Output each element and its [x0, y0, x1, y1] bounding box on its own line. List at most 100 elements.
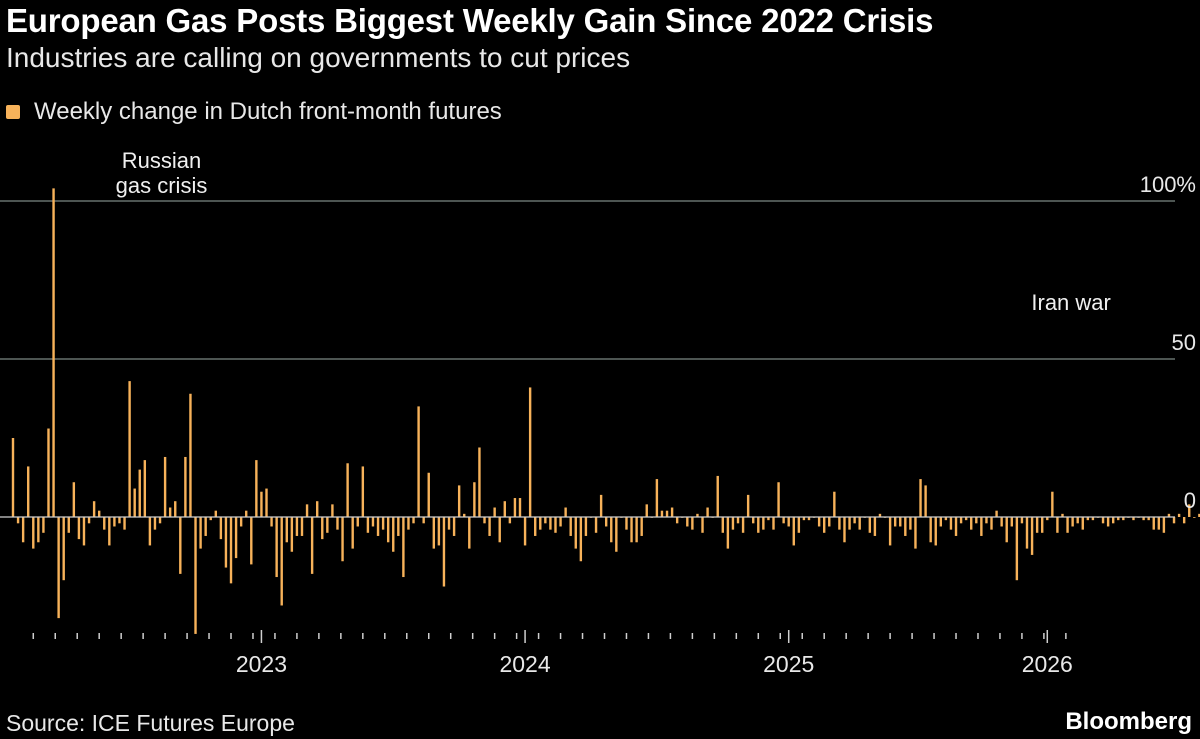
bar [295, 517, 299, 536]
bar [1020, 517, 1024, 524]
bar [376, 517, 380, 536]
bar [97, 510, 101, 517]
bar [11, 438, 15, 517]
legend-swatch [6, 105, 20, 119]
bar [361, 466, 365, 517]
bar [260, 491, 263, 517]
bar [1091, 517, 1095, 521]
bar [569, 517, 572, 536]
bar [27, 466, 30, 517]
bar [239, 517, 243, 527]
bar [1010, 517, 1013, 527]
annotation-label: Russian [122, 148, 201, 173]
bar [138, 469, 141, 517]
bar [452, 517, 456, 536]
bar [133, 488, 136, 517]
bar [964, 517, 968, 521]
bar [767, 517, 770, 521]
bar [1056, 517, 1059, 533]
bar [1177, 513, 1181, 517]
bar [1061, 513, 1064, 517]
bar [245, 510, 248, 517]
bar [741, 517, 745, 533]
bar [985, 517, 988, 524]
bar [153, 517, 157, 530]
bar [1071, 517, 1074, 527]
bar [1167, 513, 1171, 517]
bar [858, 517, 861, 530]
bar [67, 517, 70, 533]
bar [392, 517, 395, 552]
bar [995, 510, 998, 517]
bloomberg-logo: Bloomberg [1065, 708, 1192, 735]
bar [270, 517, 273, 527]
bar [47, 428, 50, 517]
bar [1041, 517, 1044, 533]
bar [331, 504, 334, 517]
bar [381, 517, 385, 530]
bar [508, 517, 512, 524]
bar [914, 517, 917, 549]
bar [21, 517, 25, 543]
bar [72, 482, 76, 517]
bar [163, 456, 167, 517]
bar [833, 491, 836, 517]
bar [204, 517, 207, 536]
bar [848, 517, 851, 530]
bar [1106, 517, 1110, 527]
bar [1182, 517, 1186, 524]
bar [807, 517, 811, 521]
bar [285, 517, 288, 543]
bar [468, 517, 471, 549]
bar [503, 501, 506, 517]
bar [158, 517, 162, 524]
bar [1030, 517, 1034, 555]
bar [321, 517, 324, 540]
bar [463, 513, 466, 517]
bar [437, 517, 441, 546]
bar [92, 501, 96, 517]
bar [1142, 517, 1145, 521]
bar [123, 517, 126, 530]
x-tick-label: 2026 [1022, 651, 1073, 677]
bar [929, 517, 932, 543]
bar [199, 517, 202, 549]
bar [1051, 491, 1054, 517]
bar [316, 501, 319, 517]
bar [1111, 517, 1115, 524]
bar [762, 517, 765, 530]
bar [179, 517, 182, 574]
x-tick-label: 2025 [763, 651, 814, 677]
bar [422, 517, 425, 524]
bar [716, 475, 719, 517]
bar [544, 517, 547, 524]
bar [265, 488, 268, 517]
bar [939, 517, 943, 527]
bar [229, 517, 233, 584]
bar [878, 513, 882, 517]
bar [290, 517, 294, 552]
bar [473, 482, 476, 517]
bar [1101, 517, 1105, 524]
bar [696, 513, 699, 517]
bar [412, 517, 415, 524]
bar [604, 517, 608, 527]
bar [625, 517, 628, 530]
bar [777, 482, 780, 517]
bar [457, 485, 461, 517]
bar [336, 517, 339, 530]
bar [792, 517, 795, 546]
source-note: Source: ICE Futures Europe [6, 710, 295, 736]
bar [752, 517, 755, 524]
bar [143, 460, 147, 517]
bar [513, 498, 517, 517]
bar [888, 517, 892, 546]
bar [757, 517, 760, 533]
bar [255, 460, 258, 517]
bar [16, 517, 20, 524]
bar [828, 517, 831, 527]
bar [1193, 517, 1196, 518]
bar [1172, 517, 1176, 524]
